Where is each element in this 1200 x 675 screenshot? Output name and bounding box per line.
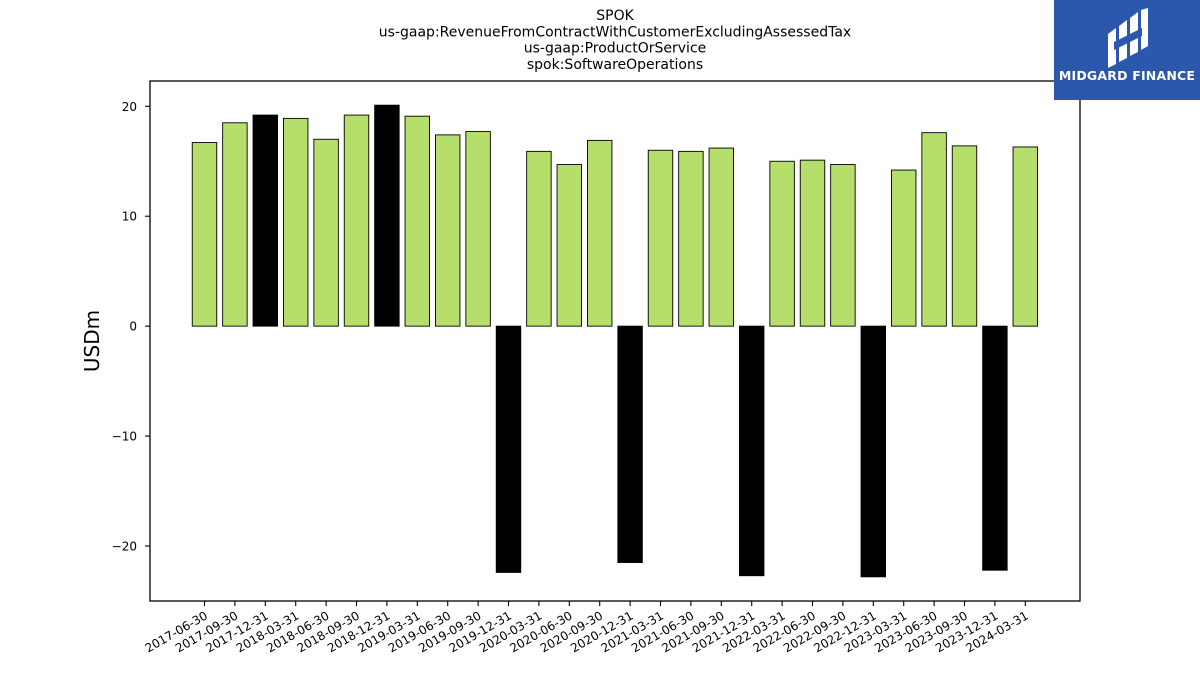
bar [951,145,978,327]
title-line: spok:SoftwareOperations [527,57,703,73]
bar [739,325,765,577]
bar [617,325,643,563]
title-line: us-gaap:RevenueFromContractWithCustomerE… [379,24,851,40]
y-tick-label: 10 [122,210,137,224]
bar [678,150,704,327]
bar [222,122,248,327]
bar [313,138,339,327]
bar [252,114,279,327]
y-axis-label: USDm [80,310,104,372]
bar [708,147,734,327]
bar [1012,146,1038,327]
y-axis: −20 −10 0 10 20 [112,100,150,554]
bar [982,325,1008,571]
bar [283,117,309,327]
y-tick-label: 0 [129,320,137,334]
bar [374,104,400,327]
bar [647,149,674,327]
bar [587,139,613,327]
title-line: us-gaap:ProductOrService [524,41,707,57]
y-tick-label: 20 [122,100,137,114]
bar [495,325,522,573]
bar [191,142,218,327]
midgard-finance-logo: MIDGARD FINANCE [1054,0,1200,100]
bar [921,132,947,327]
bar [769,160,795,327]
logo-mark-icon [1108,8,1148,68]
chart-title: SPOKus-gaap:RevenueFromContractWithCusto… [379,8,851,73]
title-line: SPOK [596,8,634,24]
bar [830,164,856,327]
bars [191,104,1038,578]
bar [556,164,582,327]
bar [891,169,917,327]
bar [860,325,886,578]
bar [404,115,430,327]
bar [465,131,491,327]
plot-frame [149,80,1081,602]
logo-text: MIDGARD FINANCE [1058,68,1196,83]
bar [435,134,461,327]
bar [799,159,826,327]
x-axis: 2017-06-302017-09-302017-12-312018-03-31… [143,601,1031,655]
y-tick-label: −20 [112,540,137,554]
bar [343,114,370,327]
bar [526,150,552,327]
y-tick-label: −10 [112,430,137,444]
